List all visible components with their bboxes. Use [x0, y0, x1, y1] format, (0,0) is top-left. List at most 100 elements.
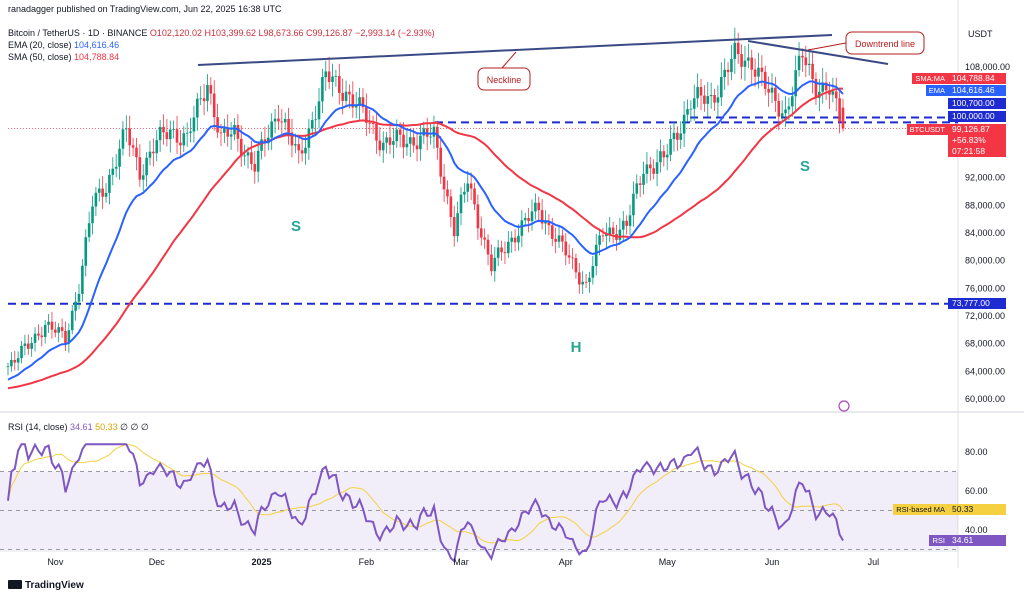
- sma50-line[interactable]: [7, 87, 843, 390]
- candle[interactable]: [388, 125, 392, 155]
- candle[interactable]: [601, 227, 605, 242]
- candle[interactable]: [243, 144, 246, 166]
- candle[interactable]: [635, 174, 639, 199]
- candle[interactable]: [405, 130, 409, 156]
- candle[interactable]: [125, 115, 128, 142]
- candle[interactable]: [540, 199, 544, 230]
- candle[interactable]: [557, 224, 561, 249]
- candle[interactable]: [121, 121, 125, 156]
- candle[interactable]: [442, 164, 446, 202]
- level-tag-100000[interactable]: 100,000.00: [948, 110, 1006, 122]
- candle[interactable]: [770, 73, 774, 104]
- candle[interactable]: [544, 210, 547, 235]
- candle[interactable]: [23, 334, 27, 356]
- candle[interactable]: [449, 189, 453, 228]
- candle[interactable]: [165, 118, 169, 147]
- candle[interactable]: [283, 112, 287, 131]
- candle[interactable]: [74, 292, 77, 321]
- candle[interactable]: [493, 246, 497, 282]
- last-price-tag[interactable]: 99,126.87: [948, 123, 1006, 135]
- candle[interactable]: [216, 103, 219, 139]
- candle[interactable]: [483, 228, 486, 249]
- candle[interactable]: [260, 131, 263, 160]
- candle[interactable]: [807, 48, 811, 76]
- candle[interactable]: [730, 45, 733, 81]
- candle[interactable]: [479, 216, 483, 246]
- candle[interactable]: [101, 176, 104, 209]
- candle[interactable]: [824, 72, 828, 100]
- candle[interactable]: [175, 115, 179, 154]
- candle[interactable]: [469, 172, 473, 201]
- candle[interactable]: [523, 212, 527, 226]
- candle[interactable]: [97, 178, 101, 202]
- candle[interactable]: [37, 324, 40, 341]
- candle[interactable]: [709, 82, 713, 109]
- candle[interactable]: [780, 100, 784, 123]
- downtrend-trendline[interactable]: [747, 40, 889, 65]
- candle[interactable]: [273, 109, 277, 134]
- support-tag-73777[interactable]: 73,777.00: [948, 298, 1006, 310]
- candle[interactable]: [567, 244, 571, 265]
- candle[interactable]: [189, 117, 192, 143]
- candle[interactable]: [327, 56, 331, 90]
- candle[interactable]: [662, 145, 666, 167]
- change-tag[interactable]: +56.83%: [948, 134, 1006, 146]
- candle[interactable]: [452, 205, 456, 247]
- candle[interactable]: [135, 138, 138, 171]
- candle[interactable]: [179, 130, 182, 158]
- candle[interactable]: [473, 182, 476, 211]
- candle[interactable]: [310, 111, 314, 136]
- candle[interactable]: [821, 68, 825, 104]
- candle[interactable]: [226, 114, 230, 147]
- candle[interactable]: [331, 63, 334, 97]
- rsi-ma-line[interactable]: [7, 444, 844, 544]
- candle[interactable]: [152, 138, 155, 167]
- candle[interactable]: [625, 215, 628, 235]
- candle[interactable]: [554, 227, 557, 254]
- candle[interactable]: [486, 234, 490, 266]
- candle[interactable]: [507, 231, 510, 258]
- candle[interactable]: [287, 107, 290, 145]
- candle[interactable]: [324, 60, 328, 91]
- candle[interactable]: [108, 168, 111, 205]
- candle[interactable]: [111, 157, 115, 186]
- candle[interactable]: [253, 151, 257, 184]
- candle[interactable]: [716, 85, 720, 117]
- candle[interactable]: [270, 113, 273, 151]
- candle[interactable]: [774, 77, 777, 112]
- candle[interactable]: [138, 144, 142, 187]
- candle[interactable]: [665, 144, 669, 171]
- tradingview-logo[interactable]: TradingView: [8, 580, 84, 591]
- sma-price-tag[interactable]: 104,788.84: [948, 72, 1006, 84]
- candle[interactable]: [60, 318, 64, 338]
- candle[interactable]: [104, 182, 108, 203]
- candle[interactable]: [611, 221, 615, 244]
- candle[interactable]: [375, 113, 378, 154]
- candle[interactable]: [594, 233, 598, 276]
- candle[interactable]: [158, 119, 162, 152]
- candle[interactable]: [277, 104, 280, 130]
- candle[interactable]: [47, 314, 50, 333]
- candle[interactable]: [838, 89, 841, 134]
- candle[interactable]: [459, 187, 463, 226]
- candle[interactable]: [530, 199, 534, 231]
- candle[interactable]: [500, 240, 503, 261]
- candle[interactable]: [337, 63, 341, 105]
- candle[interactable]: [517, 224, 520, 251]
- candle[interactable]: [490, 244, 493, 276]
- candle[interactable]: [588, 271, 591, 293]
- candle[interactable]: [314, 106, 317, 134]
- candle[interactable]: [185, 122, 189, 147]
- candle[interactable]: [212, 80, 216, 131]
- candle[interactable]: [547, 214, 551, 236]
- candle[interactable]: [192, 105, 196, 143]
- candle[interactable]: [77, 283, 81, 310]
- candle[interactable]: [476, 194, 480, 240]
- candle[interactable]: [703, 85, 706, 112]
- candle[interactable]: [784, 95, 787, 127]
- candle[interactable]: [30, 336, 33, 357]
- candle[interactable]: [290, 118, 294, 158]
- neckline-trendline[interactable]: [197, 34, 833, 66]
- candle[interactable]: [84, 229, 88, 277]
